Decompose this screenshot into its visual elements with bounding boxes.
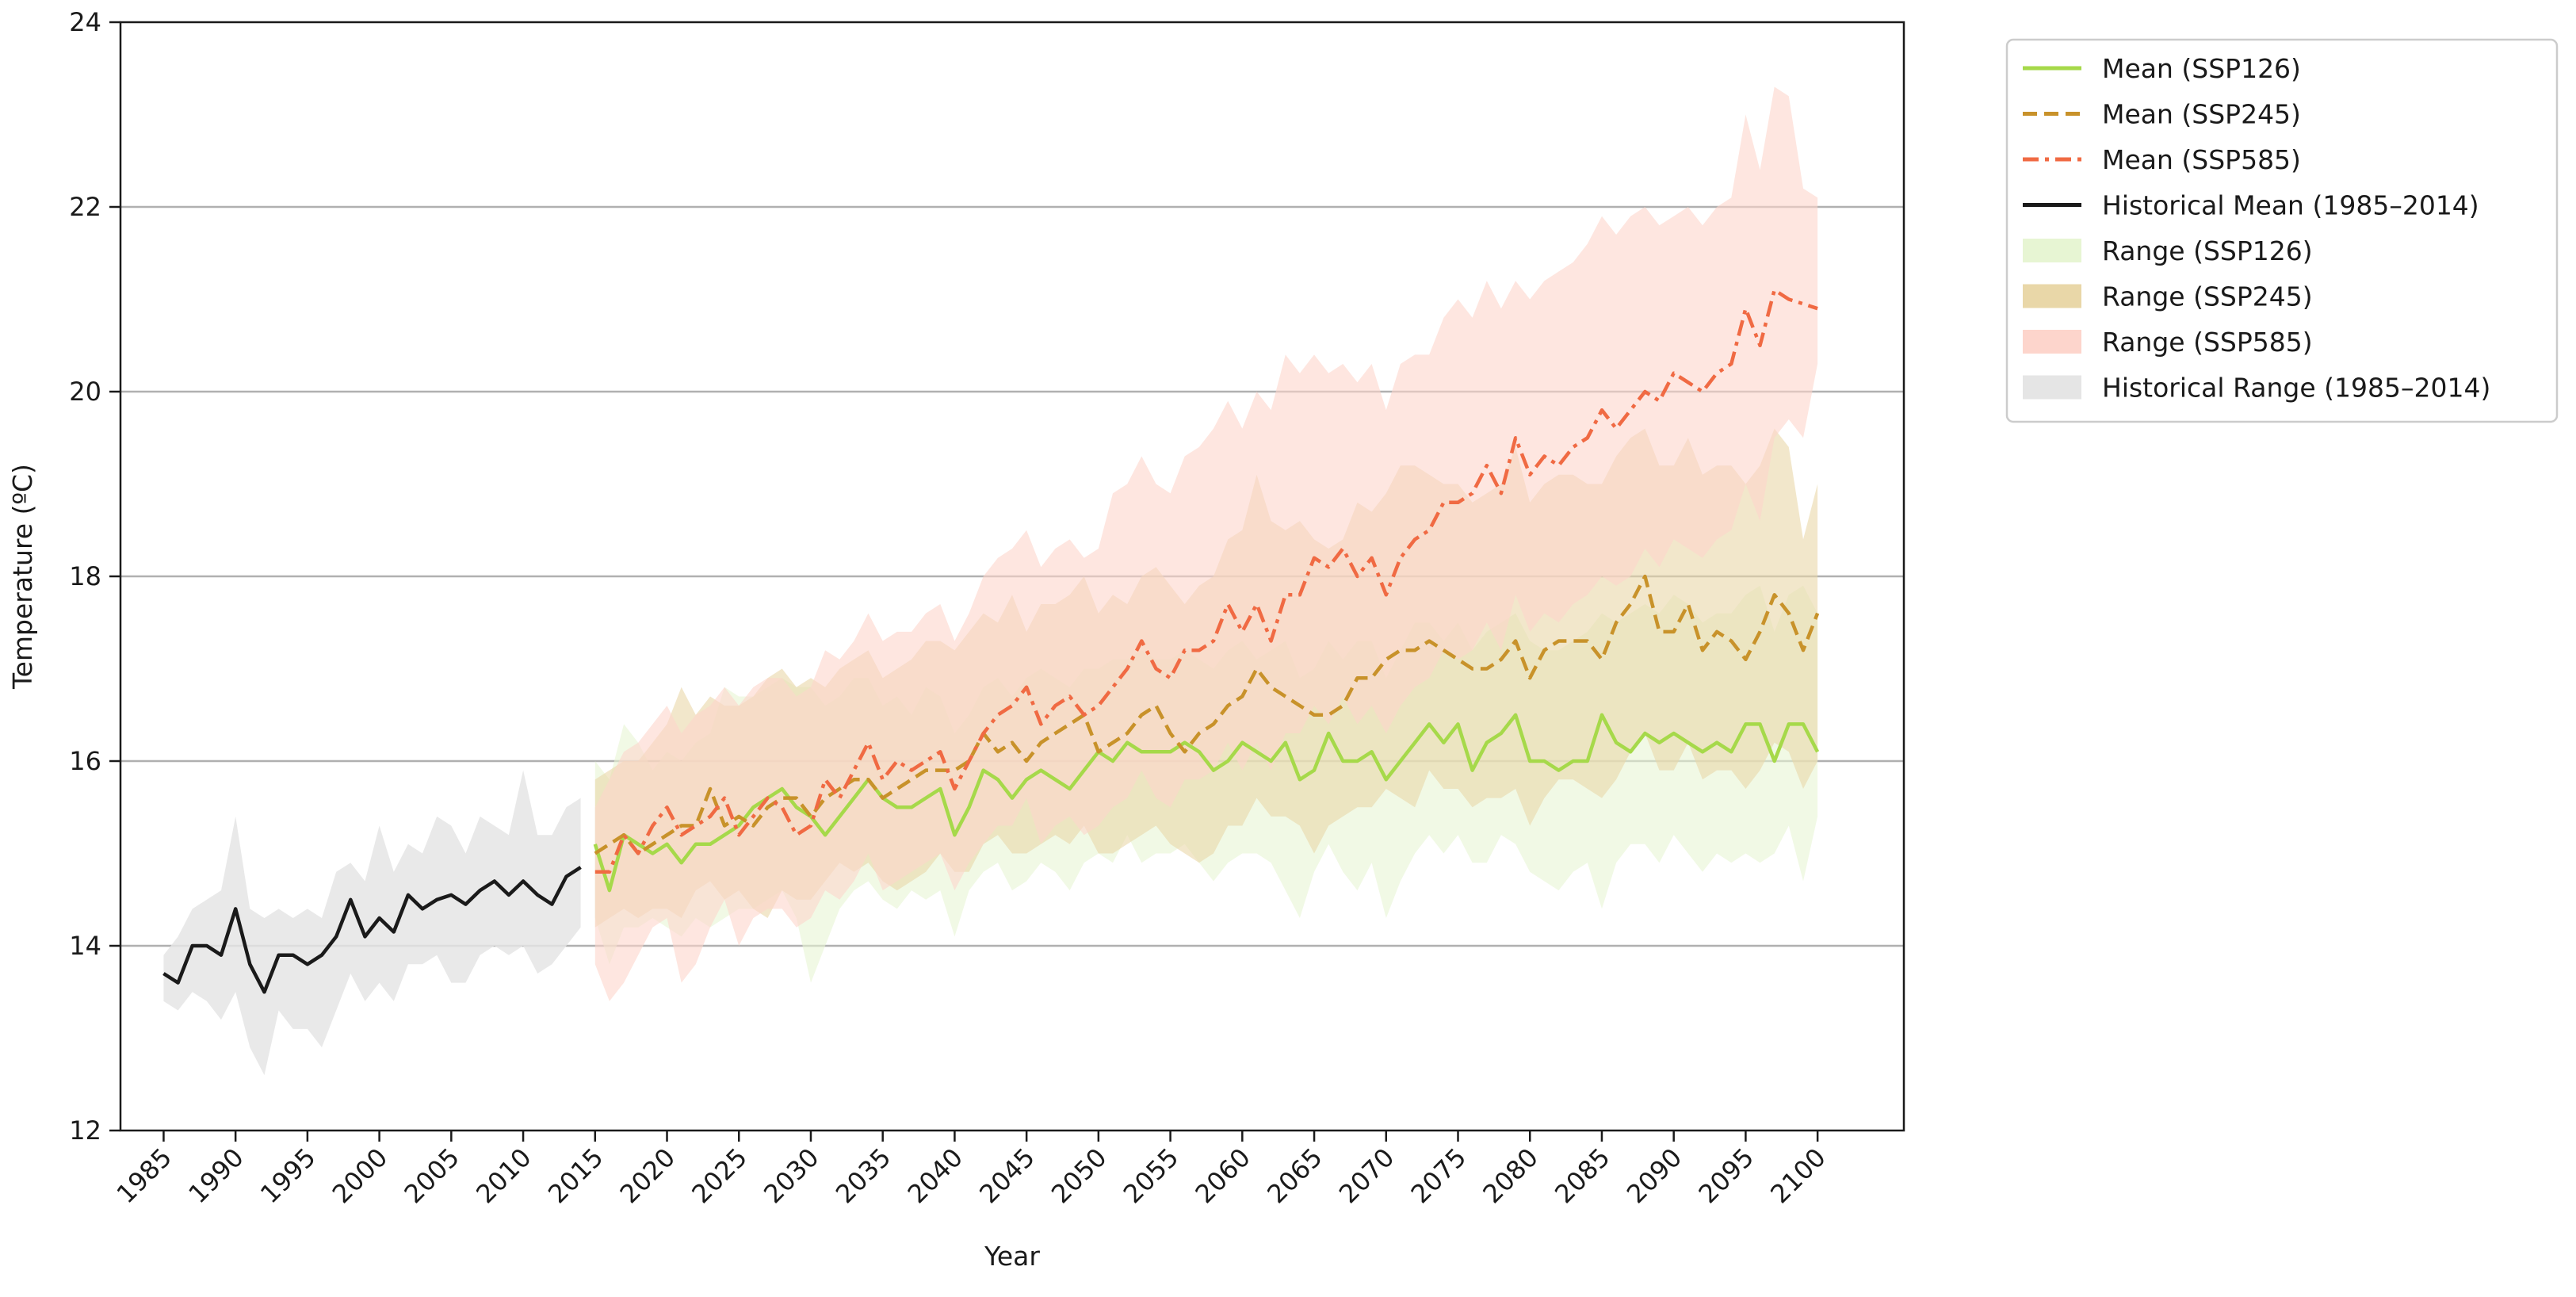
x-tick-label: 2035 xyxy=(830,1142,896,1209)
legend-patch-swatch xyxy=(2023,284,2081,308)
x-tick-label: 2095 xyxy=(1693,1142,1760,1209)
legend-label: Historical Range (1985–2014) xyxy=(2102,373,2490,404)
legend-label: Mean (SSP126) xyxy=(2102,53,2301,84)
x-tick-label: 2070 xyxy=(1333,1142,1400,1209)
x-tick-label: 2100 xyxy=(1764,1142,1831,1209)
range-bands xyxy=(163,86,1818,1076)
legend-label: Range (SSP585) xyxy=(2102,327,2313,358)
x-tick-label: 2050 xyxy=(1045,1142,1112,1209)
x-tick-label: 2085 xyxy=(1549,1142,1615,1209)
x-tick-label: 2080 xyxy=(1477,1142,1543,1209)
mean-line-mean-ssp245- xyxy=(594,574,1820,855)
legend-label: Historical Mean (1985–2014) xyxy=(2102,190,2479,221)
mean-lines xyxy=(162,288,1820,994)
y-tick-label: 12 xyxy=(69,1115,101,1146)
historical-mean-line xyxy=(162,866,582,994)
x-tick-label: 2055 xyxy=(1118,1142,1184,1209)
y-tick-label: 22 xyxy=(69,192,101,222)
legend-label: Range (SSP245) xyxy=(2102,281,2313,312)
x-tick-label: 1990 xyxy=(182,1142,249,1209)
mean-line-mean-ssp585- xyxy=(594,288,1818,874)
x-tick-label: 2000 xyxy=(327,1142,393,1209)
x-axis-ticks: 1985 1990 1995 2000 2005 2010 2015 2020 2025 2030… xyxy=(111,1131,1832,1209)
x-tick-label: 2090 xyxy=(1621,1142,1687,1209)
x-tick-label: 2005 xyxy=(399,1142,465,1209)
legend: Mean (SSP126) Mean (SSP245) Mean (SSP585) H… xyxy=(2005,38,2559,423)
legend-patch-swatch xyxy=(2023,330,2081,354)
legend-label: Range (SSP126) xyxy=(2102,235,2313,266)
legend-label: Mean (SSP585) xyxy=(2102,144,2301,175)
y-tick-label: 20 xyxy=(69,377,101,407)
legend-label: Mean (SSP245) xyxy=(2102,99,2301,130)
x-tick-label: 2010 xyxy=(470,1142,537,1209)
x-tick-label: 2075 xyxy=(1405,1142,1472,1209)
y-tick-label: 24 xyxy=(69,7,101,37)
legend-patch-swatch xyxy=(2023,375,2081,400)
x-tick-label: 1995 xyxy=(254,1142,321,1209)
x-tick-label: 1985 xyxy=(111,1142,178,1209)
x-tick-label: 2040 xyxy=(902,1142,969,1209)
mean-line-mean-ssp126- xyxy=(593,713,1820,893)
y-axis-ticks: 12 14 16 18 20 22 24 xyxy=(69,7,120,1146)
x-tick-label: 2030 xyxy=(758,1142,824,1209)
historical-range-band xyxy=(163,770,581,1076)
x-axis-label: Year xyxy=(984,1241,1040,1272)
x-tick-label: 2060 xyxy=(1190,1142,1256,1209)
y-tick-label: 16 xyxy=(69,746,101,776)
x-tick-label: 2025 xyxy=(686,1142,752,1209)
y-tick-label: 18 xyxy=(69,561,101,591)
legend-patch-swatch xyxy=(2023,239,2081,262)
x-tick-label: 2020 xyxy=(614,1142,681,1209)
y-axis-label: Temperature (ºC) xyxy=(7,464,38,690)
range-band-mean-ssp585- xyxy=(594,86,1818,1001)
legend-box xyxy=(2005,38,2559,423)
y-tick-label: 14 xyxy=(69,931,101,961)
x-tick-label: 2065 xyxy=(1261,1142,1328,1209)
x-tick-label: 2015 xyxy=(542,1142,609,1209)
x-tick-label: 2045 xyxy=(973,1142,1040,1209)
